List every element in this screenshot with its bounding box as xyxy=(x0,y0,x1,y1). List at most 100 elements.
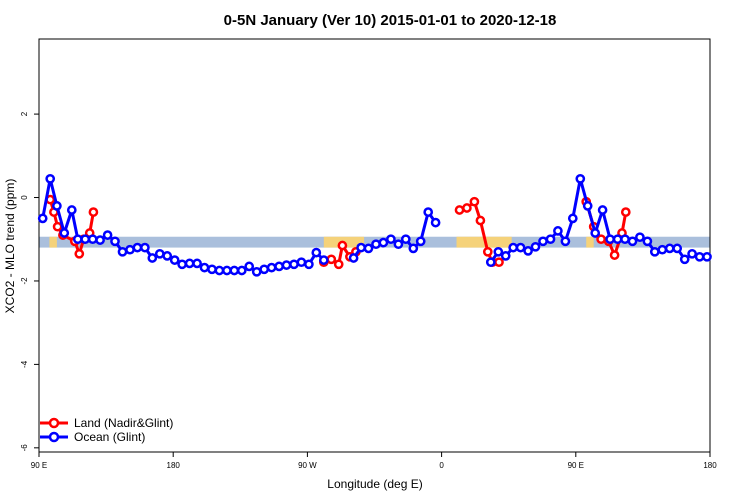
series-1-point-2-25 xyxy=(672,243,683,254)
band-highlight-0 xyxy=(49,236,57,248)
series-1-point-1-7 xyxy=(400,234,411,245)
series-0-point-0-5 xyxy=(74,248,85,259)
series-1-point-0-0 xyxy=(37,213,48,224)
series-1-point-2-8 xyxy=(545,234,556,245)
series-1-point-0-20 xyxy=(184,258,195,269)
y-axis-label: XCO2 - MLO trend (ppm) xyxy=(3,179,17,314)
series-1-point-2-9 xyxy=(553,226,563,236)
x-tick-label-4: 90 E xyxy=(568,461,584,470)
series-1-point-0-30 xyxy=(259,264,270,275)
series-1-point-2-22 xyxy=(649,246,660,257)
series-1-point-2-16 xyxy=(605,234,615,245)
series-1-point-2-20 xyxy=(635,232,645,243)
series-0-point-3-6 xyxy=(620,207,631,217)
series-1-point-0-8 xyxy=(95,235,105,245)
series-1-point-0-16 xyxy=(154,248,165,259)
series-1-point-1-9 xyxy=(415,236,426,247)
series-1 xyxy=(37,173,712,277)
series-1-point-0-29 xyxy=(251,266,262,277)
series-0-point-2-2 xyxy=(469,196,480,207)
legend: Land (Nadir&Glint) Ocean (Glint) xyxy=(40,416,173,444)
series-1-point-0-4 xyxy=(66,205,77,215)
series-1-point-0-31 xyxy=(266,262,277,273)
y-axis: 2 0 -2 -4 -6 xyxy=(20,111,39,451)
series-1-point-0-13 xyxy=(132,242,143,253)
x-axis: 90 E 180 90 W 0 90 E 180 xyxy=(31,452,717,470)
x-tick-label-3: 0 xyxy=(439,461,444,470)
series-1-point-2-2 xyxy=(500,251,511,261)
series-1-point-2-17 xyxy=(612,234,623,245)
series-1-point-0-5 xyxy=(72,234,83,245)
series-1-point-0-36 xyxy=(304,259,314,270)
series-1-point-0-6 xyxy=(80,234,91,245)
series-1-point-0-24 xyxy=(214,265,225,276)
series-1-point-2-6 xyxy=(530,241,541,252)
series-1-point-2-21 xyxy=(642,236,653,247)
series-1-point-0-22 xyxy=(199,262,210,273)
y-tick-label-4: -6 xyxy=(20,444,29,452)
x-tick-label-2: 90 W xyxy=(298,461,317,470)
legend-marker-land xyxy=(48,417,60,429)
series-0 xyxy=(45,194,631,270)
plot-frame xyxy=(38,38,711,453)
series-1-point-0-1 xyxy=(45,173,56,184)
series-1-point-2-23 xyxy=(657,244,668,255)
series-0-point-2-4 xyxy=(482,246,493,257)
series-layer xyxy=(37,173,712,277)
series-1-point-0-12 xyxy=(125,244,135,255)
series-1-point-0-32 xyxy=(274,261,284,272)
series-1-point-0-27 xyxy=(236,265,247,276)
series-1-point-1-1 xyxy=(356,242,366,253)
series-1-line-0 xyxy=(41,177,325,274)
band-highlight-3 xyxy=(586,236,594,248)
series-1-point-0-11 xyxy=(117,246,128,257)
y-tick-label-3: -4 xyxy=(20,360,29,368)
legend-label-land: Land (Nadir&Glint) xyxy=(74,416,173,430)
x-axis-label: Longitude (deg E) xyxy=(327,477,422,491)
series-1-point-2-14 xyxy=(590,228,601,238)
series-1-point-0-9 xyxy=(102,230,113,240)
series-1-point-1-0 xyxy=(348,253,359,263)
series-1-point-0-37 xyxy=(311,247,322,258)
series-1-point-2-3 xyxy=(508,242,519,253)
series-0-point-0-2 xyxy=(52,221,63,232)
series-0-point-2-1 xyxy=(462,203,472,213)
y-tick-label-1: 0 xyxy=(20,195,29,200)
series-0-point-1-3 xyxy=(337,240,348,251)
series-1-point-0-35 xyxy=(296,257,307,268)
series-1-point-0-34 xyxy=(289,259,299,270)
series-1-point-0-26 xyxy=(229,265,240,276)
series-1-point-1-2 xyxy=(363,243,374,254)
series-1-point-2-0 xyxy=(485,257,496,268)
series-0-point-0-8 xyxy=(88,207,99,217)
x-tick-label-0: 90 E xyxy=(31,461,47,470)
x-tick-label-5: 180 xyxy=(703,461,717,470)
series-1-point-2-4 xyxy=(515,242,526,253)
series-1-point-1-6 xyxy=(393,239,404,250)
series-0-point-2-0 xyxy=(454,205,465,215)
y-tick-label-0: 2 xyxy=(20,111,29,116)
series-1-point-2-13 xyxy=(582,201,593,211)
legend-label-ocean: Ocean (Glint) xyxy=(74,430,145,444)
series-0-point-3-4 xyxy=(609,250,620,260)
series-1-point-0-28 xyxy=(244,261,255,272)
series-0-point-2-3 xyxy=(475,215,486,226)
series-1-point-2-1 xyxy=(493,246,504,257)
series-1-point-1-5 xyxy=(386,234,396,245)
series-1-point-1-4 xyxy=(378,237,389,248)
series-1-point-2-29 xyxy=(702,251,712,262)
series-1-point-0-38 xyxy=(318,255,329,265)
series-0-point-1-2 xyxy=(333,259,344,270)
series-1-point-2-18 xyxy=(620,234,630,245)
series-1-point-0-7 xyxy=(87,234,98,245)
series-1-point-2-5 xyxy=(523,246,533,256)
series-1-point-0-10 xyxy=(110,236,120,247)
series-1-point-0-14 xyxy=(140,242,150,253)
series-1-point-1-3 xyxy=(371,239,381,250)
y-tick-label-2: -2 xyxy=(20,277,29,285)
series-1-point-0-19 xyxy=(177,259,187,270)
series-0-point-2-6 xyxy=(494,257,504,268)
series-1-point-1-10 xyxy=(423,207,434,217)
series-0-point-1-1 xyxy=(326,254,337,265)
